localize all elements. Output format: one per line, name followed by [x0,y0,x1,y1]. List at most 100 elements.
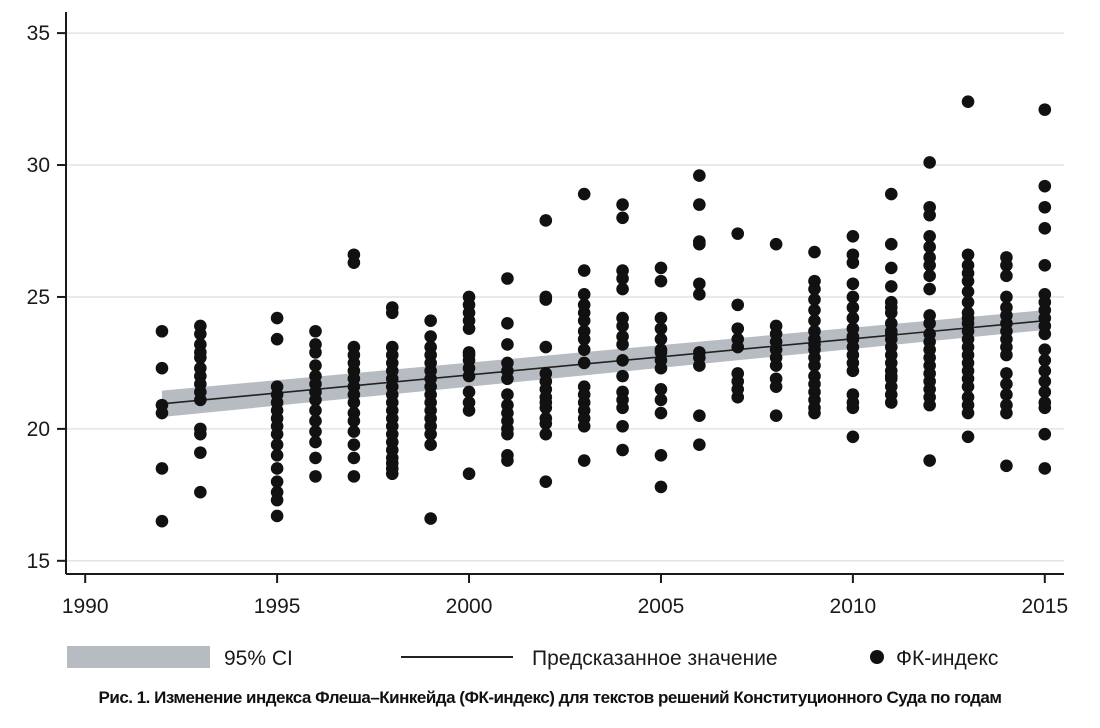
data-point [616,419,629,433]
data-point [309,404,322,417]
data-point [961,95,975,109]
data-point [884,301,898,314]
data-point [923,208,936,222]
data-point [923,269,936,283]
data-point [616,338,629,351]
data-point [270,332,284,346]
data-point [347,425,361,438]
data-point [270,311,284,325]
x-ticks: 1990 1995 2000 2005 2010 2015 [62,574,1068,618]
data-point [194,427,207,441]
data-point [424,427,437,441]
ci-band [161,310,1045,418]
data-point [616,282,629,296]
data-point [155,462,169,475]
data-point [1000,367,1013,380]
data-point [884,280,898,293]
x-tick-label: 2005 [638,595,685,618]
data-point [309,393,322,407]
data-point [1000,459,1013,473]
data-point [616,401,629,415]
data-point [1038,385,1052,399]
legend-point-label: ФК-индекс [896,647,998,670]
y-tick-label: 15 [27,550,50,573]
y-tick-label: 20 [27,418,50,441]
data-point [347,438,361,452]
data-point [194,327,207,341]
data-point [961,311,975,325]
data-point [1038,401,1052,415]
data-point [693,288,706,301]
data-point [501,388,514,401]
data-point [1000,290,1013,304]
x-tick-label: 2010 [830,595,877,618]
data-point [961,380,975,393]
data-point [923,398,936,412]
data-point [347,396,361,409]
data-point [270,462,284,475]
data-point [462,404,476,417]
data-point [961,406,975,420]
data-point [194,351,207,364]
data-point [731,340,745,354]
data-point [539,475,553,488]
data-point [693,409,706,422]
data-point [769,359,783,372]
data-point [1000,377,1013,391]
data-point [923,258,936,272]
data-point [693,198,706,211]
legend-ci-swatch [67,646,210,668]
data-point [693,169,706,182]
data-point [731,322,745,335]
data-point [309,359,322,372]
data-point [501,317,514,330]
data-point [846,301,860,314]
data-point [808,314,821,328]
data-point [309,435,322,449]
data-point [577,454,591,467]
data-point [1038,427,1052,441]
data-point [693,277,706,291]
x-tick-label: 1995 [254,595,301,618]
data-point [270,438,284,452]
data-point [808,338,821,351]
data-point [616,443,629,457]
data-point [539,396,553,409]
data-point [577,187,591,201]
data-point [1038,343,1052,357]
data-point [424,512,437,525]
data-point [808,406,821,420]
data-point [1000,258,1013,272]
data-point [654,448,668,462]
data-point [577,288,591,301]
data-point [884,237,898,251]
data-point [1038,353,1052,367]
fitted-line [161,319,1045,405]
data-point [1038,327,1052,341]
data-point [347,470,361,483]
data-point [309,324,322,338]
data-point [577,264,591,277]
data-point [577,419,591,433]
data-point [846,256,860,269]
data-point [309,425,322,438]
data-point [462,385,476,399]
data-point [462,322,476,335]
x-tick-label: 2000 [446,595,493,618]
data-point [270,475,284,488]
data-point [194,485,207,499]
data-point [501,427,514,441]
data-point [654,261,668,275]
data-point [923,282,936,296]
data-point [731,390,745,404]
y-tick-label: 30 [27,154,50,177]
data-point [155,406,169,420]
data-point [616,272,629,285]
data-point [155,361,169,375]
data-point [462,369,476,383]
data-point [808,359,821,372]
data-point [846,430,860,444]
data-point [846,277,860,291]
data-point [846,401,860,415]
data-point [769,380,783,393]
